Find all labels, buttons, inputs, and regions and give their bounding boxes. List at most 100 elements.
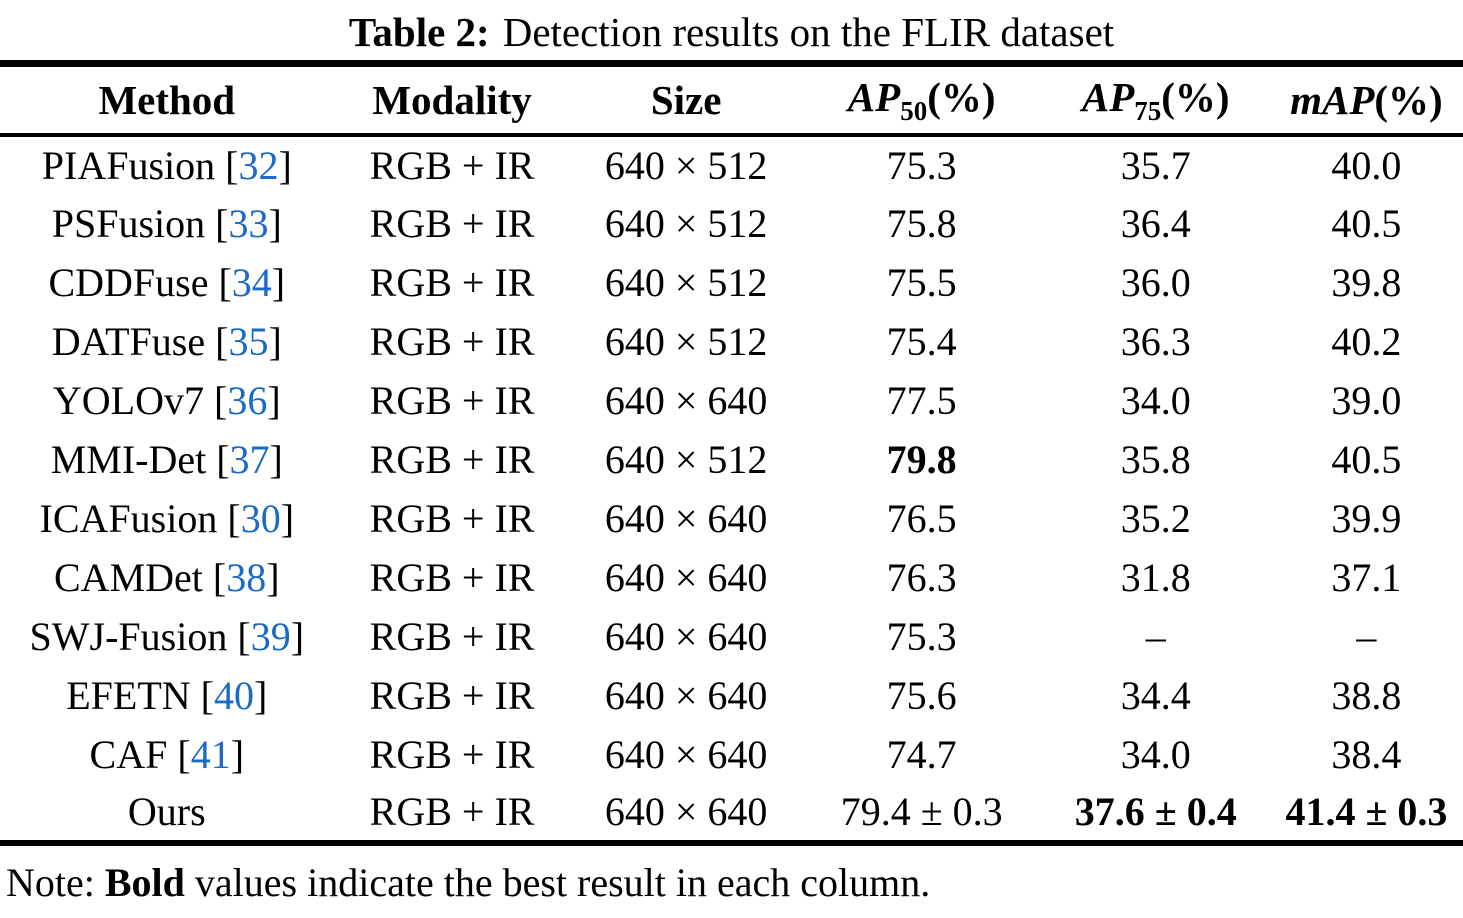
citation-number[interactable]: 34 <box>231 259 272 305</box>
modality-cell: RGB + IR <box>369 613 535 659</box>
modality-cell: RGB + IR <box>369 789 535 834</box>
modality-cell: RGB + IR <box>369 672 535 718</box>
citation-open-bracket: [ <box>212 554 227 600</box>
modality-cell: RGB + IR <box>369 259 535 305</box>
citation: [36] <box>204 378 281 423</box>
method-cell: EFETN [40] <box>0 666 334 725</box>
map-cell: 38.8 <box>1331 672 1402 718</box>
method-cell: CDDFuse [34] <box>0 253 334 312</box>
column-header-ap75: AP75(%) <box>1081 73 1230 126</box>
ap75-cell: 36.0 <box>1120 259 1191 305</box>
citation-open-bracket: [ <box>225 142 239 188</box>
ap50-cell: 79.8 <box>886 436 957 482</box>
citation-open-bracket: [ <box>216 436 230 482</box>
map-cell: 38.4 <box>1331 731 1402 777</box>
method-name: CAF <box>89 731 168 777</box>
ap75-cell: 34.0 <box>1120 731 1191 777</box>
method-name: DATFuse <box>51 318 206 364</box>
ap50-cell: 76.3 <box>886 554 957 600</box>
citation-close-bracket: ] <box>269 436 283 482</box>
footnote-bold-word: Bold <box>104 859 185 905</box>
citation-number[interactable]: 37 <box>229 436 270 482</box>
citation-number[interactable]: 41 <box>190 731 231 777</box>
citation-number[interactable]: 33 <box>228 200 269 246</box>
citation: [32] <box>215 143 292 188</box>
modality-cell: RGB + IR <box>369 142 535 188</box>
column-header-size: Size <box>650 76 722 123</box>
ap50-cell: 75.4 <box>886 318 957 364</box>
map-cell: 40.0 <box>1331 142 1402 188</box>
size-cell: 640 × 640 <box>604 377 768 423</box>
size-cell: 640 × 640 <box>604 789 768 834</box>
size-cell: 640 × 512 <box>604 200 768 246</box>
ap75-cell: 35.7 <box>1120 142 1191 188</box>
header-row: Method Modality Size AP50(%) AP75(%) mAP… <box>0 64 1463 135</box>
citation: [39] <box>227 614 304 659</box>
ap75-cell: 31.8 <box>1120 554 1191 600</box>
map-cell: 41.4 ± 0.3 <box>1285 789 1448 834</box>
size-cell: 640 × 640 <box>604 731 768 777</box>
size-cell: 640 × 512 <box>604 259 768 305</box>
citation-number[interactable]: 38 <box>226 554 267 600</box>
size-cell: 640 × 512 <box>604 142 768 188</box>
citation-close-bracket: ] <box>266 554 280 600</box>
method-name: Ours <box>127 789 206 834</box>
size-cell: 640 × 512 <box>604 318 768 364</box>
ap50-cell: 79.4 ± 0.3 <box>840 789 1003 834</box>
citation: [33] <box>205 201 282 246</box>
citation-number[interactable]: 40 <box>214 672 254 718</box>
ap75-cell: – <box>1145 613 1166 659</box>
table-row: EFETN [40] RGB + IR 640 × 640 75.6 34.4 … <box>0 666 1463 725</box>
column-header-method: Method <box>98 76 236 123</box>
citation-close-bracket: ] <box>268 318 282 364</box>
size-cell: 640 × 640 <box>604 495 768 541</box>
method-name: PIAFusion <box>41 142 216 188</box>
ap50-cell: 75.8 <box>886 200 957 246</box>
column-header-ap50: AP50(%) <box>847 73 996 126</box>
method-cell: CAF [41] <box>0 725 334 784</box>
map-cell: 40.5 <box>1331 436 1402 482</box>
table-row: YOLOv7 [36] RGB + IR 640 × 640 77.5 34.0… <box>0 371 1463 430</box>
method-cell: ICAFusion [30] <box>0 489 334 548</box>
map-cell: 40.5 <box>1331 200 1402 246</box>
method-cell: PIAFusion [32] <box>0 135 334 194</box>
method-cell: DATFuse [35] <box>0 312 334 371</box>
citation-open-bracket: [ <box>215 200 229 246</box>
citation-open-bracket: [ <box>237 613 251 659</box>
method-cell: PSFusion [33] <box>0 194 334 253</box>
table-row: MMI-Det [37] RGB + IR 640 × 512 79.8 35.… <box>0 430 1463 489</box>
method-name: EFETN <box>66 672 191 718</box>
citation-close-bracket: ] <box>254 672 268 718</box>
method-name: CDDFuse <box>48 259 209 305</box>
method-name: YOLOv7 <box>52 377 204 423</box>
ap50-cell: 76.5 <box>886 495 957 541</box>
method-name: PSFusion <box>51 200 206 246</box>
citation-number[interactable]: 35 <box>228 318 269 364</box>
citation-number[interactable]: 39 <box>250 613 291 659</box>
table-row: Ours RGB + IR 640 × 640 79.4 ± 0.3 37.6 … <box>0 784 1463 843</box>
citation: [40] <box>191 673 268 718</box>
modality-cell: RGB + IR <box>369 495 535 541</box>
method-name: SWJ-Fusion <box>29 613 228 659</box>
map-cell: – <box>1356 613 1377 659</box>
method-cell: SWJ-Fusion [39] <box>0 607 334 666</box>
method-cell: CAMDet [38] <box>0 548 334 607</box>
citation-number[interactable]: 36 <box>227 377 268 423</box>
citation-close-bracket: ] <box>280 495 295 541</box>
citation-close-bracket: ] <box>278 142 292 188</box>
results-table: Method Modality Size AP50(%) AP75(%) mAP… <box>0 60 1463 846</box>
ap75-cell: 37.6 ± 0.4 <box>1074 789 1237 834</box>
ap75-cell: 34.0 <box>1120 377 1191 423</box>
citation-close-bracket: ] <box>290 613 305 659</box>
table-row: CDDFuse [34] RGB + IR 640 × 512 75.5 36.… <box>0 253 1463 312</box>
map-cell: 39.9 <box>1331 495 1402 541</box>
citation: [30] <box>217 496 294 541</box>
caption-label: Table 2: <box>348 9 490 55</box>
citation-number[interactable]: 30 <box>240 495 281 541</box>
citation-number[interactable]: 32 <box>238 142 279 188</box>
table-row: PIAFusion [32] RGB + IR 640 × 512 75.3 3… <box>0 135 1463 194</box>
footnote: Note: Bold values indicate the best resu… <box>6 859 1463 906</box>
size-cell: 640 × 640 <box>604 613 768 659</box>
modality-cell: RGB + IR <box>369 318 535 364</box>
citation-open-bracket: [ <box>218 259 232 305</box>
